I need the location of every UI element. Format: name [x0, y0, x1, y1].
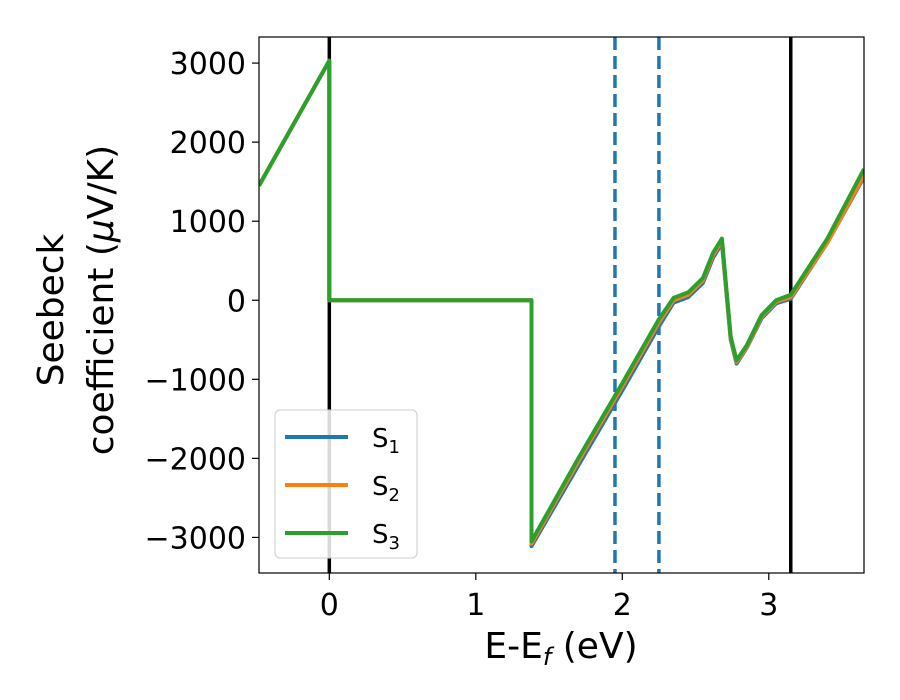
y-tick-label: −3000 [145, 521, 246, 556]
y-axis-ticks: −3000 −2000 −1000 0 1000 2000 3000 [145, 47, 259, 556]
x-axis-ticks: 0 1 2 3 [320, 573, 778, 623]
y-axis-label-line2: coefficient (μV/K) [81, 145, 122, 455]
legend-label-1: S1 [372, 424, 400, 458]
y-tick-label: 2000 [170, 126, 246, 161]
series-group [259, 58, 864, 549]
x-tick-label: 3 [759, 588, 778, 623]
y-tick-label: −2000 [145, 442, 246, 477]
x-axis-label: E-Ef (eV) [484, 626, 637, 671]
y-tick-label: 0 [227, 284, 246, 319]
x-tick-label: 1 [466, 588, 485, 623]
x-tick-label: 2 [613, 588, 632, 623]
x-tick-label: 0 [320, 588, 339, 623]
legend-label-2: S2 [372, 472, 400, 506]
y-tick-label: −1000 [145, 363, 246, 398]
series-line-3 [259, 58, 864, 544]
plot-frame [258, 36, 865, 574]
y-axis-label-line1: Seebeck [31, 233, 72, 386]
y-tick-label: 1000 [170, 205, 246, 240]
y-tick-label: 3000 [170, 47, 246, 82]
plot-area [258, 36, 865, 574]
y-axis-label: Seebeck coefficient (μV/K) [31, 145, 122, 455]
legend-label-3: S3 [372, 520, 400, 554]
legend: S1 S2 S3 [274, 409, 418, 559]
